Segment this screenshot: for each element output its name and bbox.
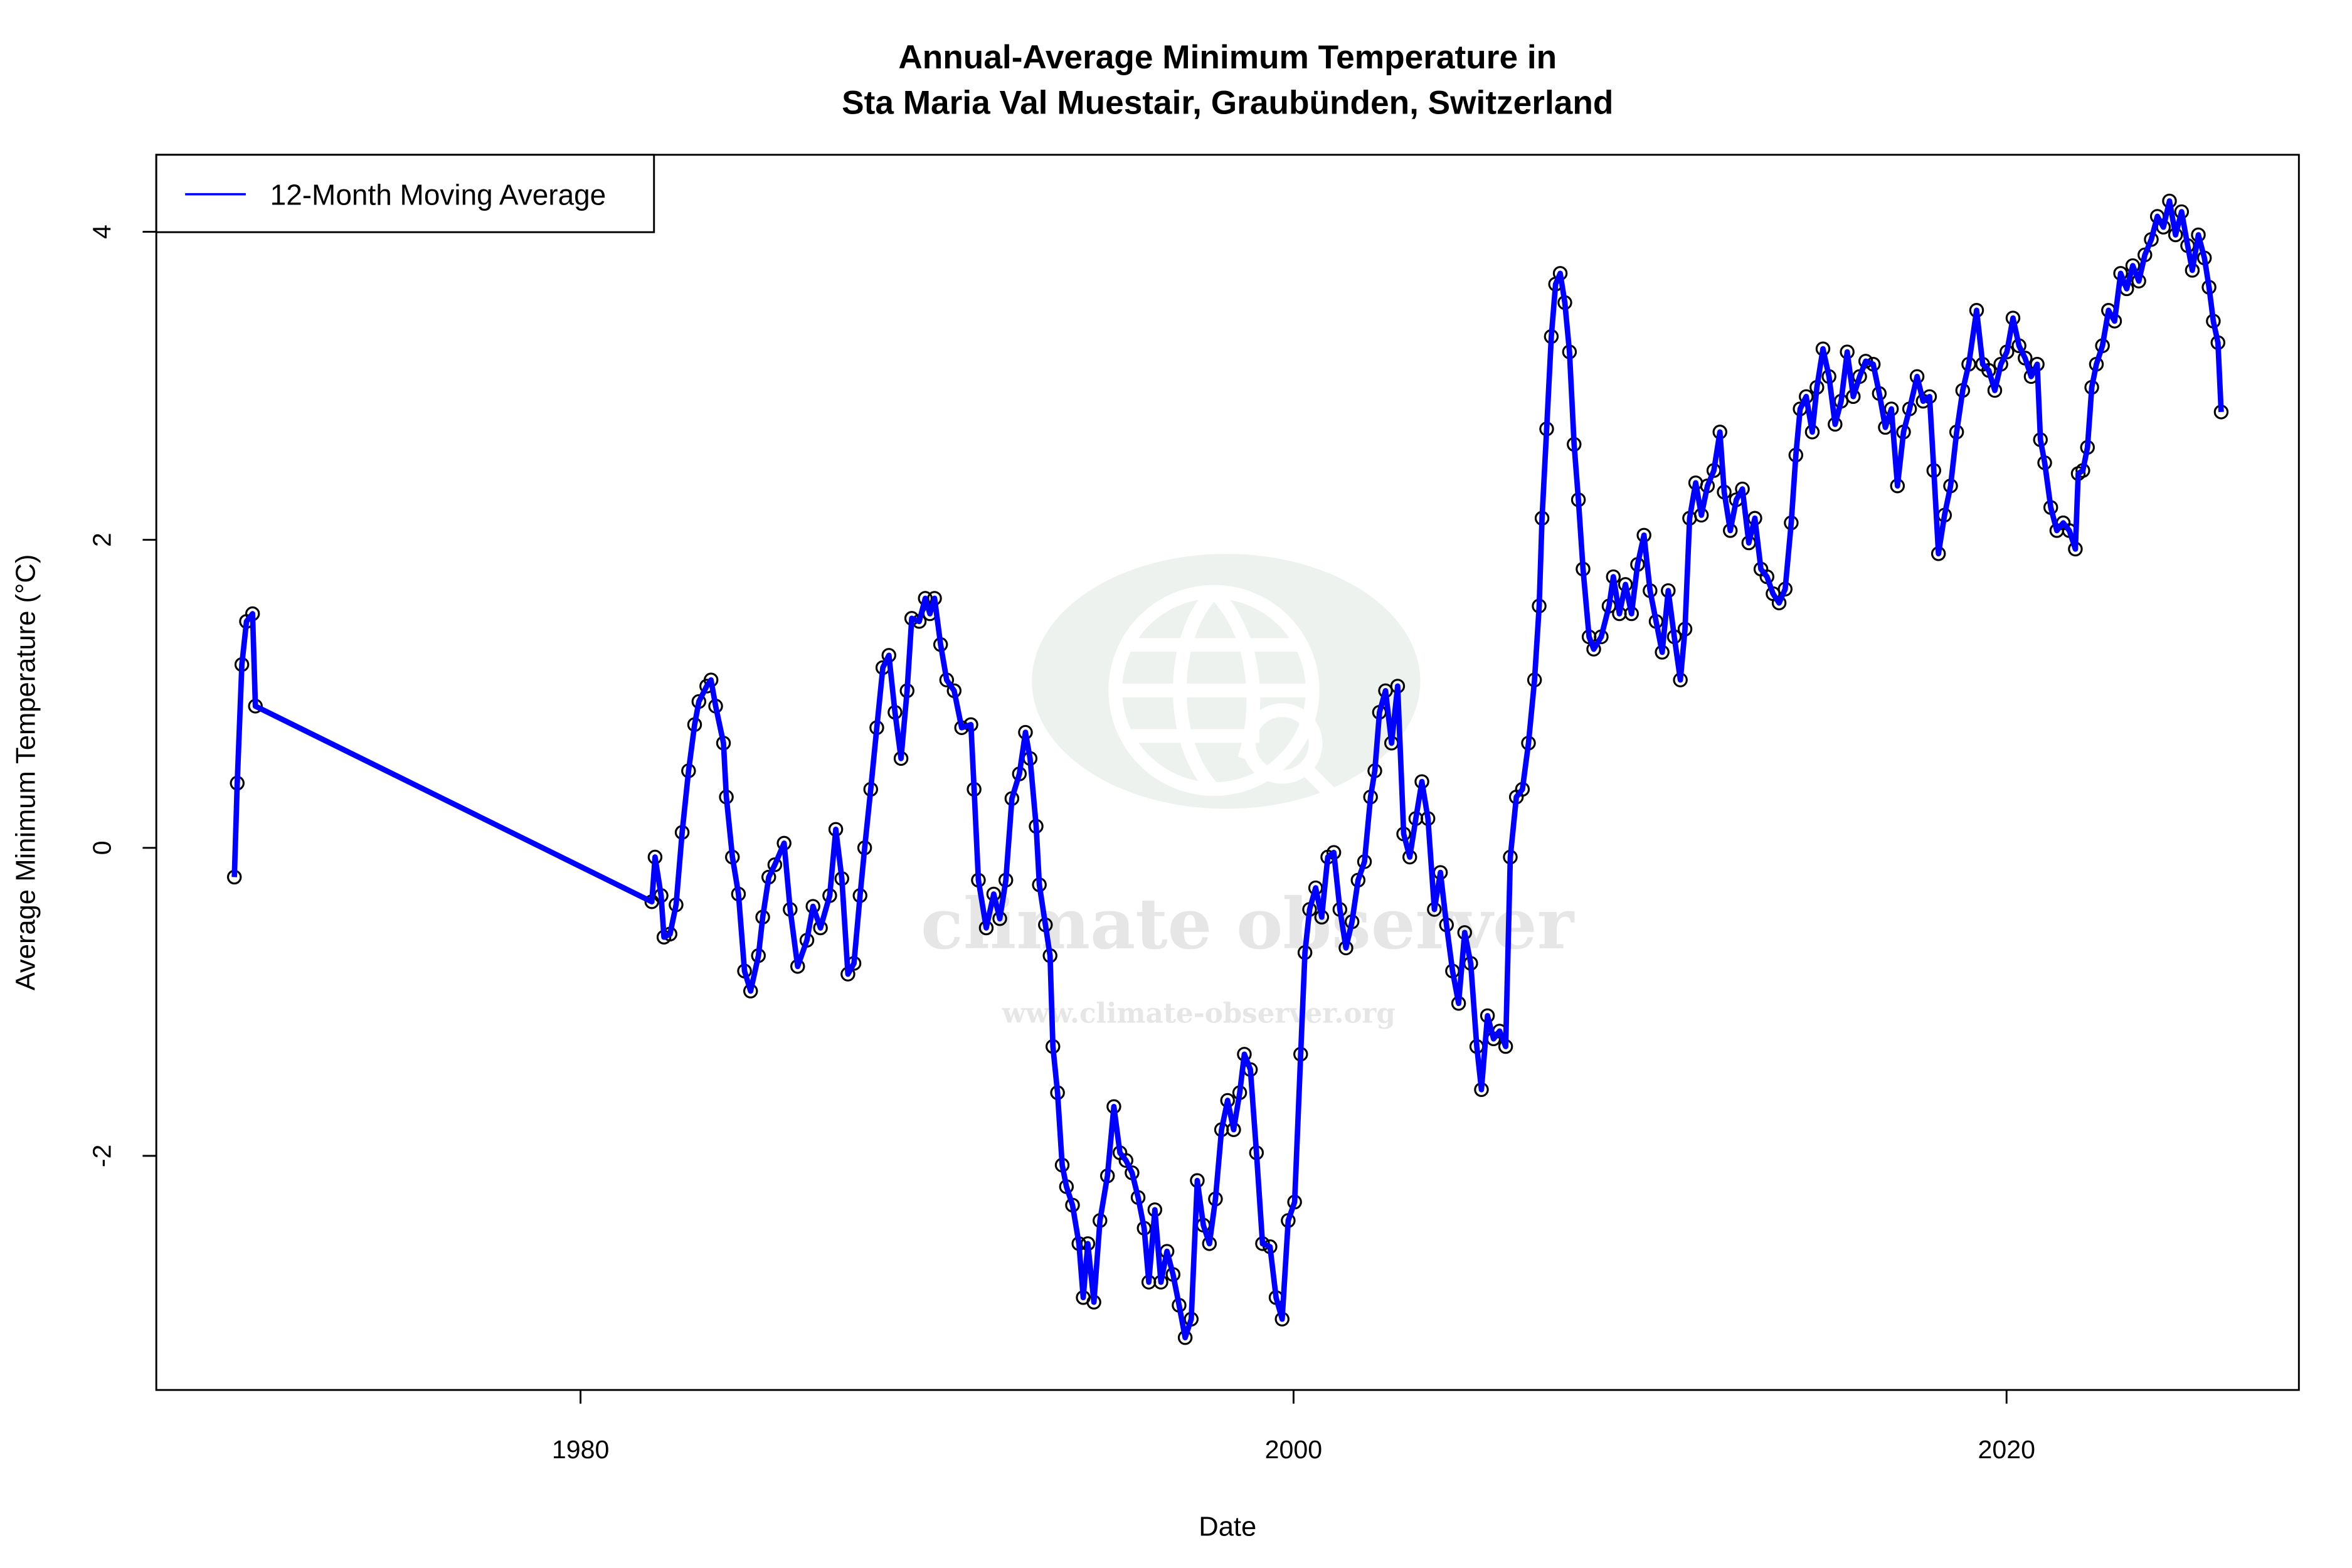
series-lines <box>231 198 2224 1340</box>
y-tick-label: 4 <box>88 225 117 239</box>
y-tick-label: 2 <box>88 532 117 547</box>
watermark-name: climate observer <box>921 884 1575 965</box>
x-tick-label: 2020 <box>1978 1435 2035 1464</box>
y-axis: -2 0 2 4 <box>88 225 157 1167</box>
x-axis: 1980 2000 2020 <box>552 1390 2035 1464</box>
y-tick-label: -2 <box>88 1145 117 1168</box>
x-axis-label: Date <box>1199 1512 1256 1542</box>
x-tick-label: 1980 <box>552 1435 609 1464</box>
legend: 12-Month Moving Average <box>155 154 655 233</box>
series-line <box>231 198 2224 1340</box>
chart-title-line-2: Sta Maria Val Muestair, Graubünden, Swit… <box>842 84 1613 121</box>
globe-search-icon <box>1108 585 1340 803</box>
y-axis-label: Average Minimum Temperature (°C) <box>11 554 41 991</box>
plot-frame <box>155 154 2300 1391</box>
chart-title-line-1: Annual-Average Minimum Temperature in <box>898 39 1557 76</box>
y-tick-label: 0 <box>88 840 117 855</box>
legend-label: 12-Month Moving Average <box>270 179 607 211</box>
x-tick-label: 2000 <box>1265 1435 1322 1464</box>
watermark: climate observer www.climate-observer.or… <box>921 554 1575 1030</box>
data-point <box>1118 1153 1133 1168</box>
watermark-url: www.climate-observer.org <box>1002 998 1396 1030</box>
